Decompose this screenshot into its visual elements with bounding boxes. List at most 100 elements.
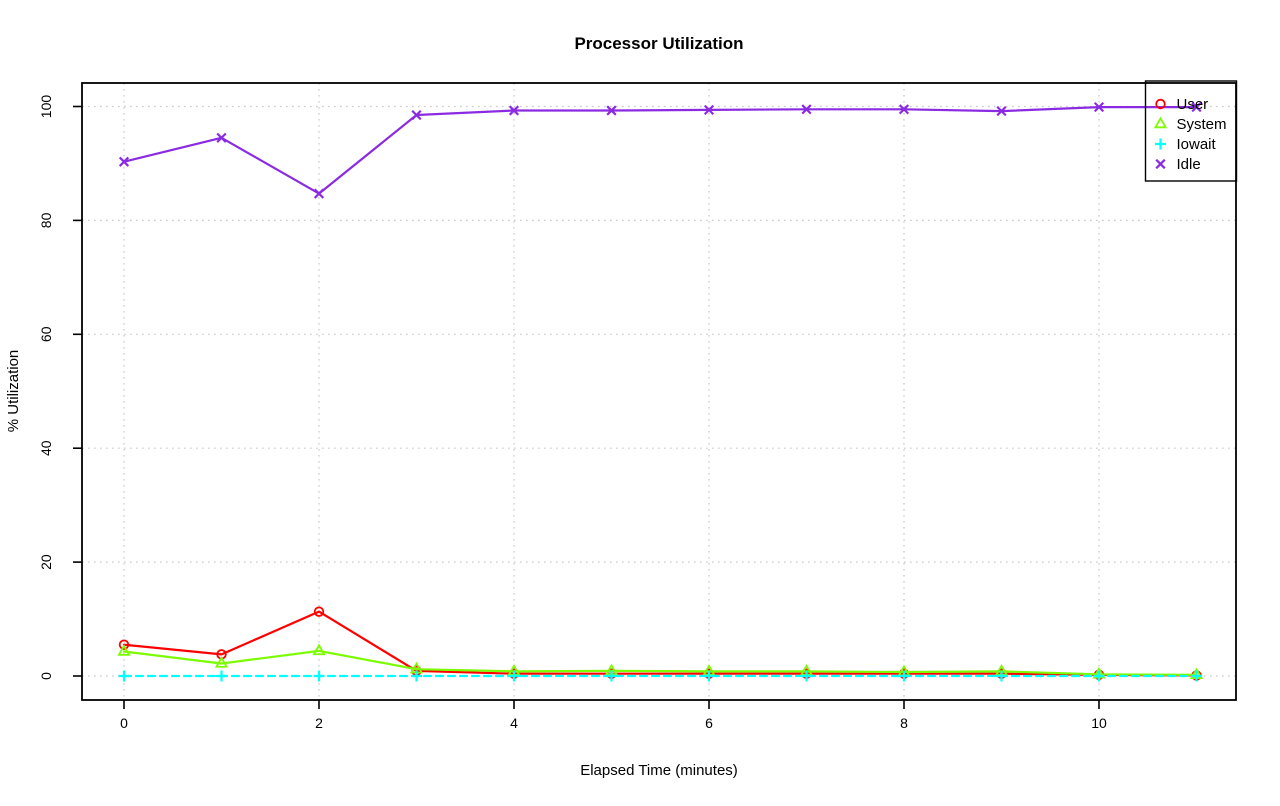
x-marker: [1093, 101, 1105, 113]
x-marker: [118, 156, 130, 167]
x-marker: [801, 104, 812, 115]
y-tick-label: 80: [38, 212, 54, 228]
legend-entry-iowait: Iowait: [1155, 136, 1217, 153]
plus-marker-shape: [1191, 670, 1202, 682]
x-marker: [1191, 101, 1202, 113]
chart-title: Processor Utilization: [574, 34, 743, 53]
x-tick-label: 8: [900, 715, 908, 731]
plus-marker-shape: [216, 670, 227, 682]
x-tick-label: 2: [315, 715, 323, 731]
x-marker-shape: [508, 105, 520, 116]
triangle-marker-shape: [312, 643, 326, 656]
plus-marker-shape: [118, 670, 130, 682]
x-marker-shape: [313, 188, 325, 199]
plus-marker-shape: [1093, 670, 1105, 682]
circle-marker-shape: [1155, 98, 1166, 110]
triangle-marker: [312, 643, 326, 656]
x-marker-shape: [606, 105, 617, 116]
x-marker: [313, 188, 325, 199]
plus-marker: [411, 670, 422, 682]
plus-marker-shape: [703, 670, 715, 682]
x-tick-label: 4: [510, 715, 518, 731]
circle-marker: [118, 639, 130, 650]
x-marker: [1155, 158, 1166, 170]
x-marker: [411, 109, 422, 121]
x-marker-shape: [898, 104, 910, 115]
legend-layer: User System Iowait Idle: [1144, 80, 1238, 182]
legend-label-system: System: [1177, 116, 1227, 133]
plus-marker-shape: [508, 670, 520, 682]
plus-marker-shape: [1155, 138, 1166, 150]
plus-marker-shape: [801, 670, 812, 682]
plus-marker: [1155, 138, 1166, 150]
circle-marker: [1155, 98, 1166, 110]
triangle-marker-shape: [214, 656, 229, 668]
series-line-system: [122, 649, 1198, 677]
circle-marker-shape: [118, 639, 130, 650]
triangle-marker: [214, 656, 229, 668]
plus-marker-shape: [996, 670, 1007, 682]
x-axis-label: Elapsed Time (minutes): [580, 762, 738, 779]
series-line-idle: [122, 105, 1198, 195]
x-marker-shape: [1155, 158, 1166, 170]
plus-marker: [508, 670, 520, 682]
triangle-marker: [1153, 116, 1168, 129]
legend-label-idle: Idle: [1177, 156, 1201, 173]
x-marker-shape: [1191, 101, 1202, 113]
plus-marker: [216, 670, 227, 682]
x-marker-shape: [411, 109, 422, 121]
x-marker-shape: [801, 104, 812, 115]
y-tick-label: 60: [38, 326, 54, 342]
plot-border: [81, 82, 1237, 701]
circle-marker-shape: [313, 606, 325, 617]
x-marker-shape: [703, 104, 715, 115]
plus-marker-shape: [898, 670, 910, 682]
grid-layer: [82, 83, 1236, 700]
plus-marker-shape: [411, 670, 422, 682]
x-marker-shape: [996, 105, 1007, 117]
plus-marker: [1093, 670, 1105, 682]
triangle-marker-shape: [1153, 116, 1168, 129]
x-tick-label: 6: [705, 715, 713, 731]
x-marker-shape: [1093, 101, 1105, 113]
plus-marker: [118, 670, 130, 682]
plus-marker: [313, 670, 325, 682]
series-line-user: [122, 610, 1198, 677]
y-tick-label: 20: [38, 554, 54, 570]
triangle-marker-shape: [117, 644, 131, 656]
plus-marker: [801, 670, 812, 682]
plus-marker: [898, 670, 910, 682]
x-marker: [703, 104, 715, 115]
plus-marker: [703, 670, 715, 682]
plus-marker-shape: [313, 670, 325, 682]
triangle-marker: [117, 644, 131, 656]
x-marker: [996, 105, 1007, 117]
series-idle: [118, 101, 1202, 199]
x-marker: [216, 132, 227, 143]
legend-entry-idle: Idle: [1155, 156, 1201, 173]
y-axis-label: % Utilization: [5, 350, 22, 433]
plus-marker: [996, 670, 1007, 682]
series-layer: [117, 101, 1204, 682]
legend-entry-system: System: [1153, 116, 1227, 133]
plus-marker: [606, 670, 617, 682]
legend-box: [1144, 80, 1238, 182]
y-tick-label: 100: [38, 95, 54, 119]
x-marker-shape: [118, 156, 130, 167]
x-marker: [898, 104, 910, 115]
series-iowait: [118, 670, 1202, 682]
plus-marker: [1191, 670, 1202, 682]
circle-marker: [313, 606, 325, 617]
legend-label-iowait: Iowait: [1177, 136, 1217, 153]
x-marker-shape: [216, 132, 227, 143]
x-tick-label: 10: [1091, 715, 1107, 731]
plus-marker-shape: [606, 670, 617, 682]
x-marker: [606, 105, 617, 116]
series-user: [118, 606, 1202, 681]
legend-label-user: User: [1177, 96, 1209, 113]
legend-entry-user: User: [1155, 96, 1209, 113]
y-tick-label: 40: [38, 440, 54, 456]
